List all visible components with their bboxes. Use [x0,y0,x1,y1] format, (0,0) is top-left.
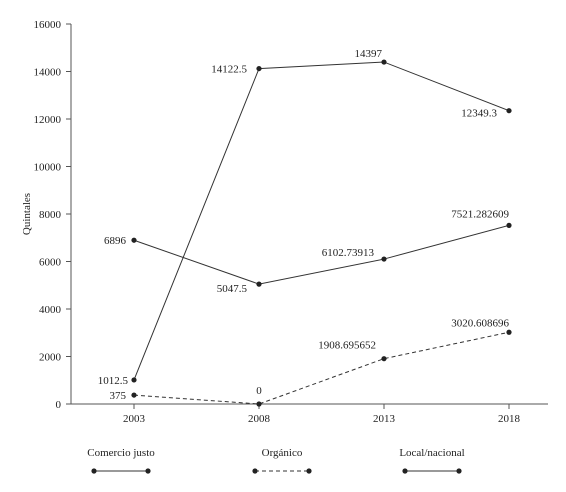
legend-item-org-nico: Orgánico [252,447,312,474]
y-tick-label: 12000 [34,114,62,126]
y-tick-label: 4000 [39,304,62,316]
legend-marker [402,468,408,474]
series-comercio-justo: 1012.5 14122.5 14397 12349.3 [98,48,512,387]
series-line-comercio-justo [133,61,510,381]
legend: Comercio justo Orgánico Local/nacional [87,447,465,474]
legend-item-comercio-justo: Comercio justo [87,447,155,474]
data-label: 6102.73913 [322,247,375,259]
data-label: 12349.3 [461,108,497,120]
legend-item-local-nacional: Local/nacional [399,447,465,474]
data-point [131,237,137,243]
data-point [381,356,387,362]
data-label: 7521.282609 [451,208,509,220]
series-line-org-nico [133,331,510,405]
x-tick-label: 2013 [373,413,396,425]
legend-marker [91,468,97,474]
y-tick-label: 6000 [39,257,62,269]
x-tick-label: 2018 [498,413,521,425]
legend-marker [456,468,462,474]
data-label: 6896 [104,235,127,247]
data-point [256,65,262,72]
data-label: 1908.695652 [318,340,376,352]
data-point [131,392,137,398]
legend-marker [145,468,151,474]
data-point [506,222,512,228]
data-point [506,329,512,335]
series-org-nico: 375 0 1908.695652 3020.608696 [110,317,512,407]
data-label: 14397 [355,48,383,60]
data-point [256,401,262,407]
data-label: 14122.5 [211,64,247,76]
data-label: 3020.608696 [451,317,509,329]
legend-marker [252,468,258,474]
data-point [381,256,387,262]
data-point [131,377,137,383]
y-tick-label: 0 [56,399,62,411]
y-tick-label: 14000 [34,67,62,79]
x-tick-label: 2008 [248,413,271,425]
y-tick-label: 16000 [34,19,62,31]
data-label: 5047.5 [217,283,248,295]
y-tick-label: 10000 [34,162,62,174]
legend-label: Comercio justo [87,447,155,459]
legend-label: Local/nacional [399,447,464,459]
data-label: 0 [256,385,262,397]
x-tick-label: 2003 [123,413,146,425]
series-line-local-nacional [133,224,510,285]
y-tick-label: 2000 [39,352,62,364]
data-label: 375 [110,390,127,402]
data-label: 1012.5 [98,375,129,387]
legend-marker [306,468,312,474]
data-point [381,59,387,65]
series-layer: 1012.5 14122.5 14397 12349.3 375 0 1908.695652… [98,48,512,407]
data-point [506,108,512,114]
x-ticks: 2003 2008 2013 2018 [123,404,521,425]
y-ticks: 0 2000 4000 6000 8000 10000 12000 14000 16000 [34,19,71,411]
series-local-nacional: 6896 5047.5 6102.73913 7521.282609 [104,208,512,295]
y-axis-title: Quintales [21,193,33,235]
y-tick-label: 8000 [39,209,62,221]
data-point [256,281,262,287]
legend-label: Orgánico [262,447,303,459]
